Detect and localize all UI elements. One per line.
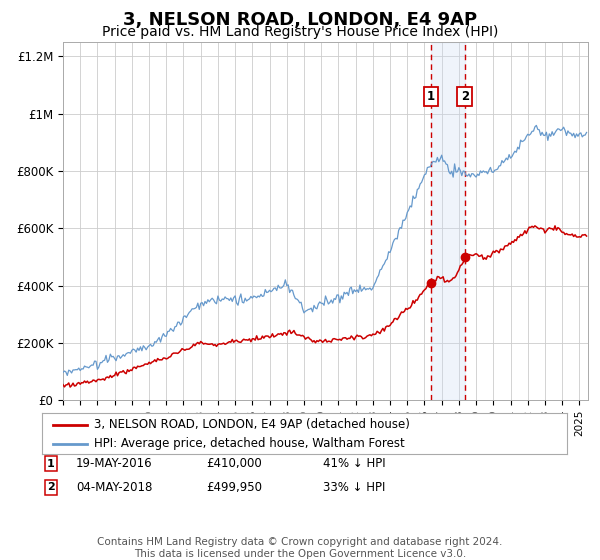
Text: 33% ↓ HPI: 33% ↓ HPI xyxy=(323,480,385,494)
Text: 41% ↓ HPI: 41% ↓ HPI xyxy=(323,457,385,470)
Text: £499,950: £499,950 xyxy=(206,480,262,494)
Text: 3, NELSON ROAD, LONDON, E4 9AP: 3, NELSON ROAD, LONDON, E4 9AP xyxy=(123,11,477,29)
Text: 1: 1 xyxy=(47,459,55,469)
Text: 2: 2 xyxy=(47,482,55,492)
Text: 19-MAY-2016: 19-MAY-2016 xyxy=(76,457,152,470)
Text: 1: 1 xyxy=(427,90,435,103)
Text: 04-MAY-2018: 04-MAY-2018 xyxy=(76,480,152,494)
Text: HPI: Average price, detached house, Waltham Forest: HPI: Average price, detached house, Walt… xyxy=(95,437,405,450)
Text: £410,000: £410,000 xyxy=(206,457,262,470)
Bar xyxy=(431,42,465,400)
Text: 2: 2 xyxy=(461,90,469,103)
Text: 3, NELSON ROAD, LONDON, E4 9AP (detached house): 3, NELSON ROAD, LONDON, E4 9AP (detached… xyxy=(95,418,410,431)
Text: Contains HM Land Registry data © Crown copyright and database right 2024.
This d: Contains HM Land Registry data © Crown c… xyxy=(97,537,503,559)
Text: Price paid vs. HM Land Registry's House Price Index (HPI): Price paid vs. HM Land Registry's House … xyxy=(102,25,498,39)
